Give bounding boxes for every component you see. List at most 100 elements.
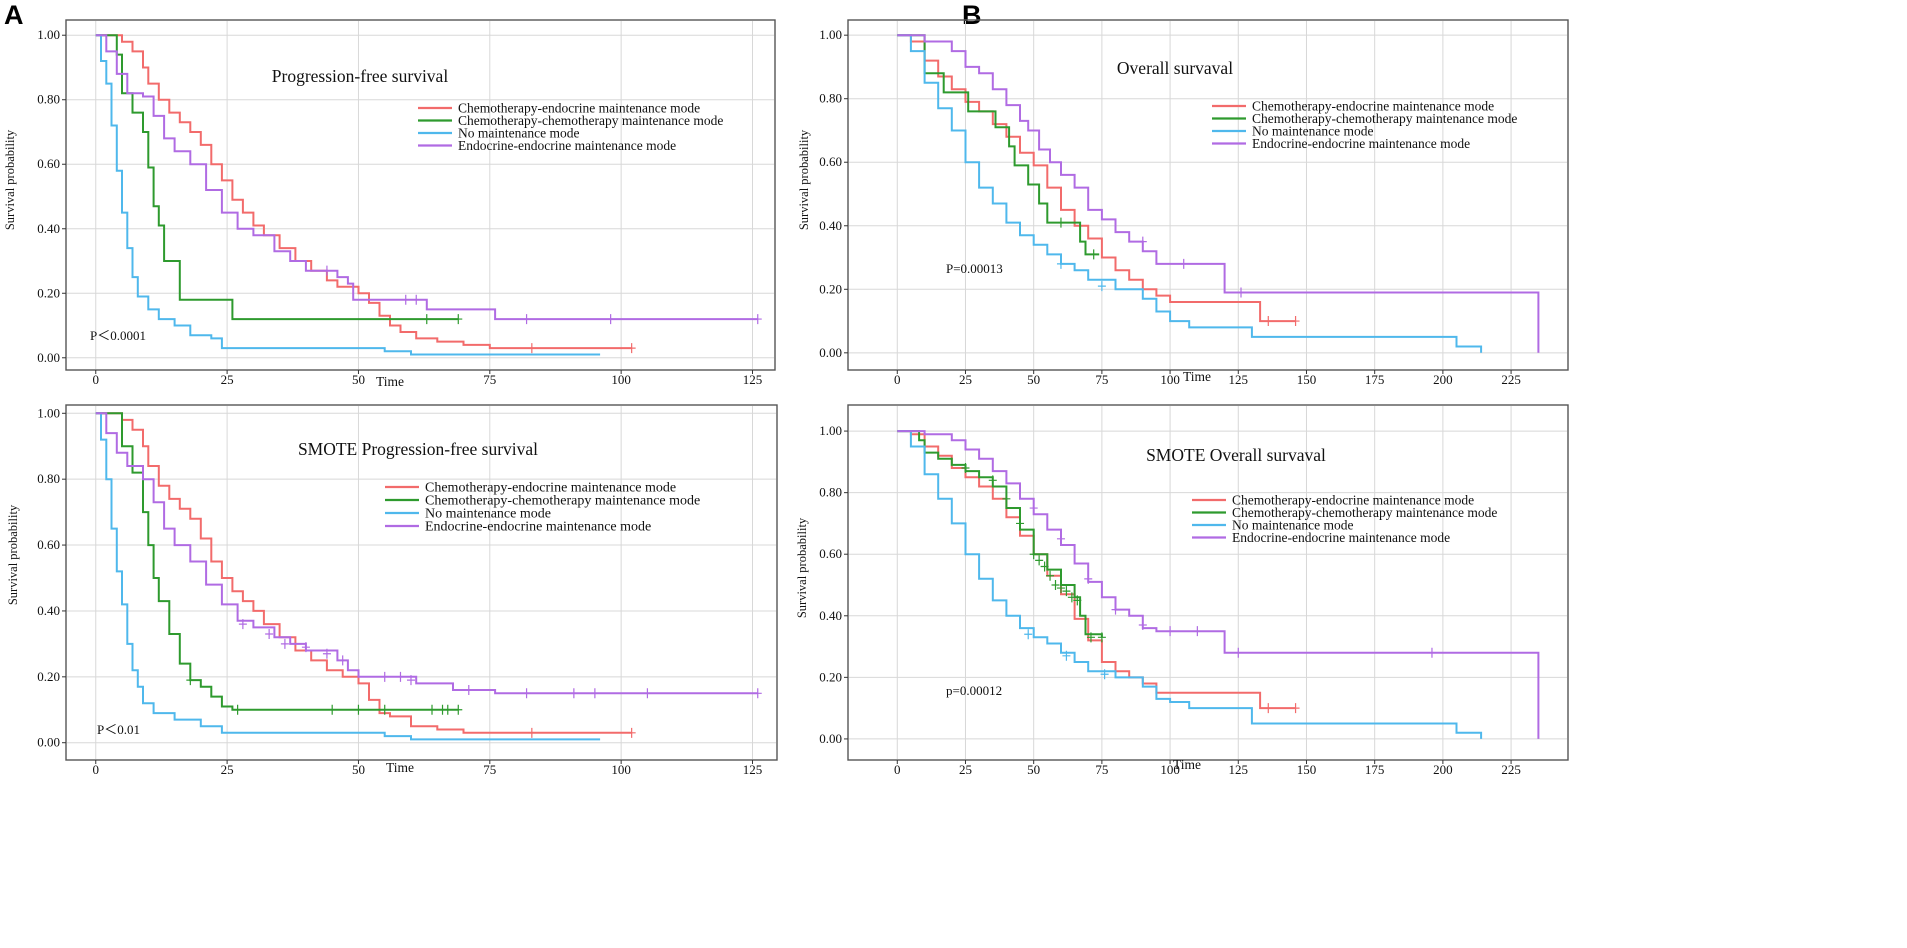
censor-mark (1029, 549, 1038, 560)
y-tick-label: 0.40 (819, 608, 842, 623)
censor-mark (1056, 533, 1065, 544)
censor-mark (233, 704, 242, 715)
censor-mark (1056, 583, 1065, 594)
legend-label: Chemotherapy-chemotherapy maintenance mo… (1252, 111, 1517, 126)
series-line-chemo-chemo (897, 34, 1100, 256)
x-tick-label: 25 (959, 762, 972, 777)
y-tick-label: 0.00 (819, 345, 842, 360)
censor-mark (569, 688, 578, 699)
x-tick-label: 150 (1297, 372, 1317, 387)
censor-mark (527, 343, 536, 354)
censor-mark (1089, 249, 1098, 260)
x-axis-label: Time (1173, 757, 1201, 772)
y-tick-label: 1.00 (819, 423, 842, 438)
legend-label: No maintenance mode (425, 507, 551, 522)
chart-title: Overall survaval (1117, 58, 1233, 78)
censor-mark (1097, 632, 1106, 643)
censor-mark (1062, 650, 1071, 661)
y-tick-label: 0.00 (819, 731, 842, 746)
x-tick-label: 100 (611, 372, 631, 387)
censor-mark (1016, 518, 1025, 529)
x-tick-label: 225 (1501, 762, 1521, 777)
y-tick-label: 0.40 (37, 603, 60, 618)
plot-frame (65, 404, 778, 761)
x-tick-label: 25 (221, 762, 234, 777)
chart-title: SMOTE Overall survaval (1146, 445, 1326, 465)
censor-mark (464, 685, 473, 695)
censor-mark (1002, 493, 1011, 504)
legend-label: Chemotherapy-chemotherapy maintenance mo… (458, 113, 723, 128)
chart-pfs: 0 25 50 75 100 125 0.00 0.20 0.40 0.60 0.80 1.00 Pro… (3, 19, 776, 389)
x-tick-label: 75 (1095, 762, 1108, 777)
censor-mark (265, 629, 274, 639)
series-line-chemo-chemo (95, 34, 459, 321)
x-axis-label: Time (1183, 369, 1211, 384)
legend-label: No maintenance mode (458, 126, 579, 141)
censor-mark (606, 314, 615, 325)
censor-mark (454, 704, 463, 715)
censor-mark (406, 675, 415, 686)
censor-mark (1073, 595, 1082, 606)
p-value: P=0.00013 (946, 261, 1003, 276)
series-line-chemo-chemo (95, 412, 459, 711)
x-tick-label: 0 (894, 372, 901, 387)
censor-mark (338, 655, 347, 666)
censor-mark (412, 294, 421, 305)
x-axis-label: Time (386, 760, 414, 775)
legend-label: Chemotherapy-endocrine maintenance mode (458, 101, 700, 116)
x-axis-label: Time (376, 374, 404, 389)
legend-label: Chemotherapy-chemotherapy maintenance mo… (1232, 505, 1497, 520)
censor-mark (1234, 647, 1243, 658)
chart-title: Progression-free survival (272, 66, 449, 86)
censor-mark (1166, 626, 1175, 637)
p-value: P＜0.01 (97, 722, 140, 737)
x-tick-label: 75 (483, 372, 496, 387)
y-axis-label: Survival probability (6, 504, 20, 605)
censor-mark (1067, 592, 1076, 603)
censor-mark (522, 688, 531, 699)
y-tick-label: 0.60 (37, 537, 60, 552)
y-tick-label: 0.60 (37, 156, 60, 171)
censor-mark (1138, 236, 1147, 247)
censor-mark (1062, 586, 1071, 597)
x-tick-label: 125 (1229, 372, 1249, 387)
x-tick-label: 0 (93, 372, 100, 387)
censor-mark (1111, 604, 1120, 615)
x-tick-label: 50 (1027, 372, 1040, 387)
y-tick-label: 0.20 (37, 285, 60, 300)
censor-mark (643, 688, 652, 699)
y-axis-label: Survival probability (797, 129, 811, 230)
censor-mark (1138, 620, 1147, 631)
censor-mark (1291, 316, 1300, 327)
x-tick-label: 75 (1095, 372, 1108, 387)
legend-label: No maintenance mode (1232, 518, 1353, 533)
x-tick-label: 50 (352, 762, 365, 777)
censor-mark (1051, 580, 1060, 590)
legend-label: Endocrine-endocrine maintenance mode (425, 520, 651, 535)
censor-mark (1084, 573, 1093, 584)
x-tick-label: 0 (894, 762, 901, 777)
censor-mark (1024, 629, 1033, 640)
x-tick-label: 200 (1433, 372, 1453, 387)
x-tick-label: 175 (1365, 372, 1385, 387)
x-tick-label: 0 (93, 762, 100, 777)
censor-mark (1264, 703, 1273, 714)
censor-mark (1291, 703, 1300, 714)
y-tick-label: 0.20 (37, 669, 60, 684)
x-tick-label: 225 (1501, 372, 1521, 387)
chart-smote-os: 0 25 50 75 100 125 150 175 200 225 0.00 0.20 0.40 0.6… (795, 404, 1569, 777)
x-tick-label: 200 (1433, 762, 1453, 777)
p-value: P＜0.0001 (90, 328, 146, 343)
censor-mark (627, 727, 636, 738)
series-line-chemo-endocrine (95, 34, 632, 350)
series-line-chemo-endocrine (897, 34, 1296, 323)
series-line-no-maintenance (897, 34, 1483, 353)
y-tick-label: 0.20 (819, 281, 842, 296)
y-tick-label: 0.40 (819, 218, 842, 233)
censor-mark (354, 704, 363, 715)
censor-mark (1100, 669, 1109, 680)
censor-mark (1056, 258, 1065, 269)
x-tick-label: 100 (1160, 762, 1180, 777)
censor-mark (1193, 626, 1202, 637)
y-tick-label: 0.20 (819, 669, 842, 684)
